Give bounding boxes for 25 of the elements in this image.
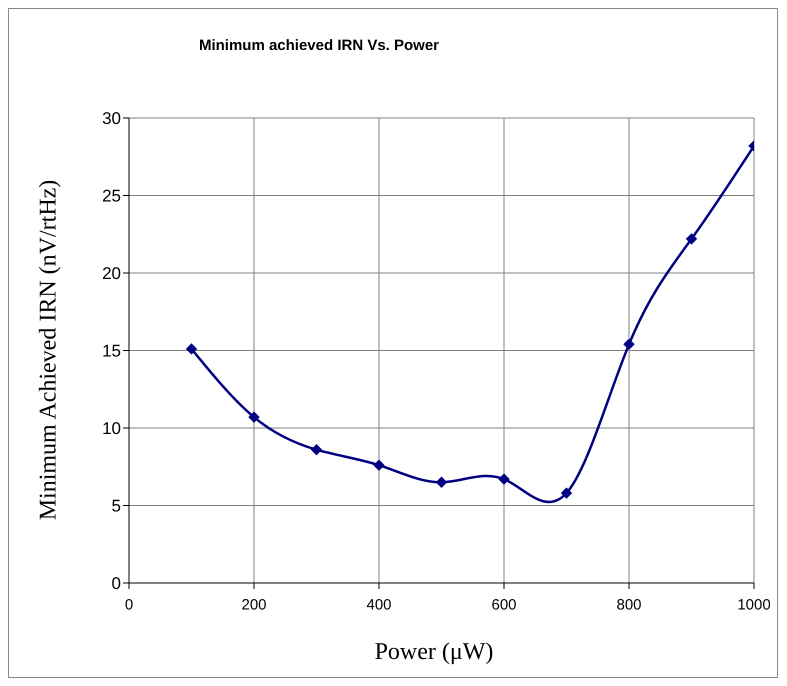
y-tick-label: 15: [102, 342, 121, 361]
x-axis-title: Power (μW): [374, 639, 494, 666]
point: [311, 444, 322, 456]
x-tick-label: 0: [124, 596, 134, 614]
point: [498, 474, 510, 485]
y-tick-label: 30: [102, 109, 121, 128]
point: [624, 338, 634, 350]
x-tick-label: 600: [491, 596, 517, 614]
x-tick-label: 200: [241, 596, 267, 614]
chart-title: Minimum achieved IRN Vs. Power: [198, 37, 440, 54]
point: [248, 412, 260, 423]
x-tick-label: 800: [616, 596, 642, 614]
point: [186, 343, 197, 354]
point: [436, 476, 447, 488]
y-axis-title: Minimum Achieved IRN (nV/rtHz): [36, 180, 62, 520]
x-tick-label: 400: [366, 596, 392, 614]
y-tick-label: 20: [102, 264, 121, 284]
y-tick-label: 5: [112, 496, 121, 516]
x-tick-label: 1000: [737, 596, 771, 614]
point: [686, 233, 697, 244]
y-tick-label: 10: [102, 419, 121, 438]
point: [374, 460, 384, 471]
y-tick-label: 0: [112, 574, 121, 594]
point: [561, 488, 572, 499]
y-tick-label: 25: [102, 186, 121, 206]
